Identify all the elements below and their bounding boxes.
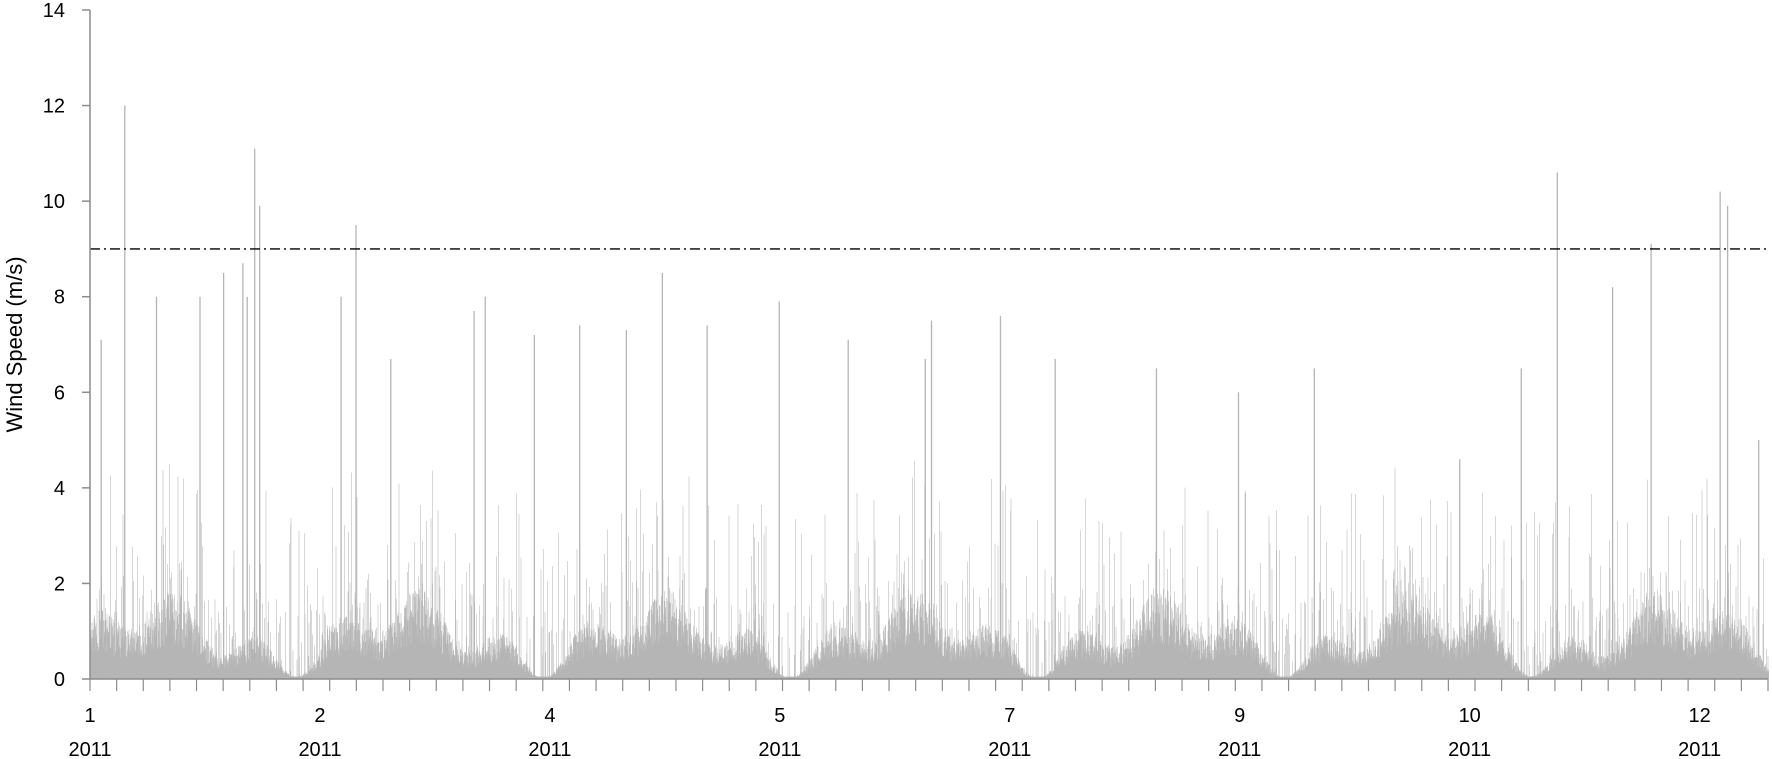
y-tick-label-14: 14 bbox=[43, 0, 65, 22]
x-tick-label-month-9: 9 bbox=[1234, 705, 1245, 727]
x-tick-label-year-1: 2011 bbox=[68, 739, 111, 759]
y-tick-label-2: 2 bbox=[54, 573, 65, 595]
label-layer: 0 2 4 6 8 10 12 14 1 2011 2 2011 4 2011 5 2011 7 2011 9 201… bbox=[43, 0, 1721, 759]
x-tick-label-month-2: 2 bbox=[314, 705, 325, 727]
y-tick-label-6: 6 bbox=[54, 382, 65, 404]
x-tick-label-month-5: 5 bbox=[774, 705, 785, 727]
x-tick-label-month-4: 4 bbox=[544, 705, 555, 727]
x-tick-label-month-10: 10 bbox=[1459, 705, 1481, 727]
x-tick-label-year-7: 2011 bbox=[988, 739, 1031, 759]
y-tick-label-10: 10 bbox=[43, 191, 65, 213]
wind-speed-series-texture bbox=[89, 461, 1769, 679]
x-tick-label-year-9: 2011 bbox=[1218, 739, 1261, 759]
y-axis-title: Wind Speed (m/s) bbox=[2, 256, 27, 432]
x-tick-label-year-2: 2011 bbox=[298, 739, 341, 759]
y-tick-label-4: 4 bbox=[54, 478, 65, 500]
x-tick-label-month-12: 12 bbox=[1689, 705, 1711, 727]
x-tick-label-month-7: 7 bbox=[1004, 705, 1015, 727]
y-tick-label-0: 0 bbox=[54, 669, 65, 691]
x-tick-label-month-1: 1 bbox=[84, 705, 95, 727]
series-layer bbox=[89, 105, 1769, 679]
axis-layer bbox=[82, 9, 1769, 691]
x-tick-label-year-12: 2011 bbox=[1678, 739, 1721, 759]
x-tick-label-year-10: 2011 bbox=[1448, 739, 1491, 759]
x-tick-label-year-5: 2011 bbox=[758, 739, 801, 759]
y-tick-label-12: 12 bbox=[43, 96, 65, 118]
y-tick-label-8: 8 bbox=[54, 287, 65, 309]
x-tick-label-year-4: 2011 bbox=[528, 739, 571, 759]
